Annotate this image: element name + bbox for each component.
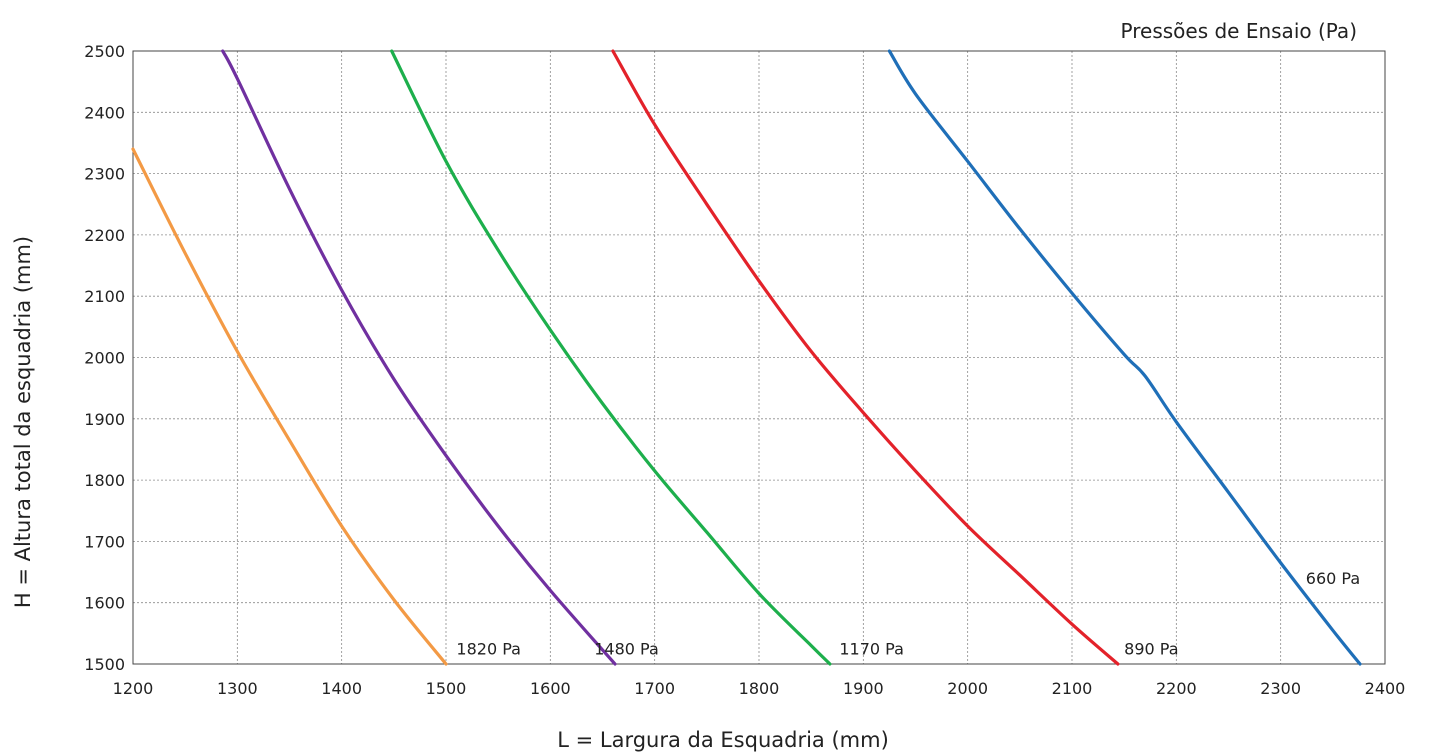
x-tick-label: 1600: [530, 679, 571, 698]
series-line-660-pa: [887, 49, 1362, 666]
x-tick-label: 2000: [947, 679, 988, 698]
y-tick-label: 1900: [84, 410, 125, 429]
y-tick-label: 2500: [84, 42, 125, 61]
x-tick-label: 2400: [1365, 679, 1406, 698]
legend-title: Pressões de Ensaio (Pa): [1121, 19, 1357, 43]
x-tick-label: 1400: [321, 679, 362, 698]
x-tick-label: 2100: [1052, 679, 1093, 698]
series-label-660-pa: 660 Pa: [1306, 569, 1360, 588]
series-label-1480-pa: 1480 Pa: [594, 640, 659, 659]
y-tick-label: 1600: [84, 594, 125, 613]
x-tick-label: 1800: [739, 679, 780, 698]
series-label-890-pa: 890 Pa: [1124, 640, 1178, 659]
x-tick-label: 1700: [634, 679, 675, 698]
series-labels: 1820 Pa 1480 Pa 1170 Pa 890 Pa 660 Pa: [456, 569, 1360, 658]
series-line-1480-pa: [221, 49, 617, 666]
series-line-890-pa: [611, 49, 1120, 666]
x-tick-label: 2300: [1260, 679, 1301, 698]
y-tick-label: 1800: [84, 471, 125, 490]
y-tick-label: 2400: [84, 103, 125, 122]
y-tick-label: 2300: [84, 165, 125, 184]
grid: [133, 51, 1385, 664]
x-tick-label: 2200: [1156, 679, 1197, 698]
x-axis-title: L = Largura da Esquadria (mm): [557, 728, 889, 752]
axis-ticks: 1200 1300 1400 1500 1600 1700 1800 1900 2000 2100…: [84, 42, 1405, 698]
y-axis-title: H = Altura total da esquadria (mm): [11, 236, 35, 608]
y-tick-label: 1700: [84, 532, 125, 551]
x-tick-label: 1200: [113, 679, 154, 698]
x-tick-label: 1300: [217, 679, 258, 698]
plot-area-frame: [132, 50, 1386, 665]
y-tick-label: 2200: [84, 226, 125, 245]
series-lines: [131, 49, 1362, 666]
y-tick-label: 2000: [84, 349, 125, 368]
series-label-1170-pa: 1170 Pa: [839, 640, 904, 659]
series-line-1170-pa: [390, 49, 832, 666]
y-tick-label: 2100: [84, 287, 125, 306]
x-tick-label: 1500: [426, 679, 467, 698]
x-tick-label: 1900: [843, 679, 884, 698]
series-label-1820-pa: 1820 Pa: [456, 640, 521, 659]
series-line-1820-pa: [131, 147, 448, 666]
y-tick-label: 1500: [84, 655, 125, 674]
